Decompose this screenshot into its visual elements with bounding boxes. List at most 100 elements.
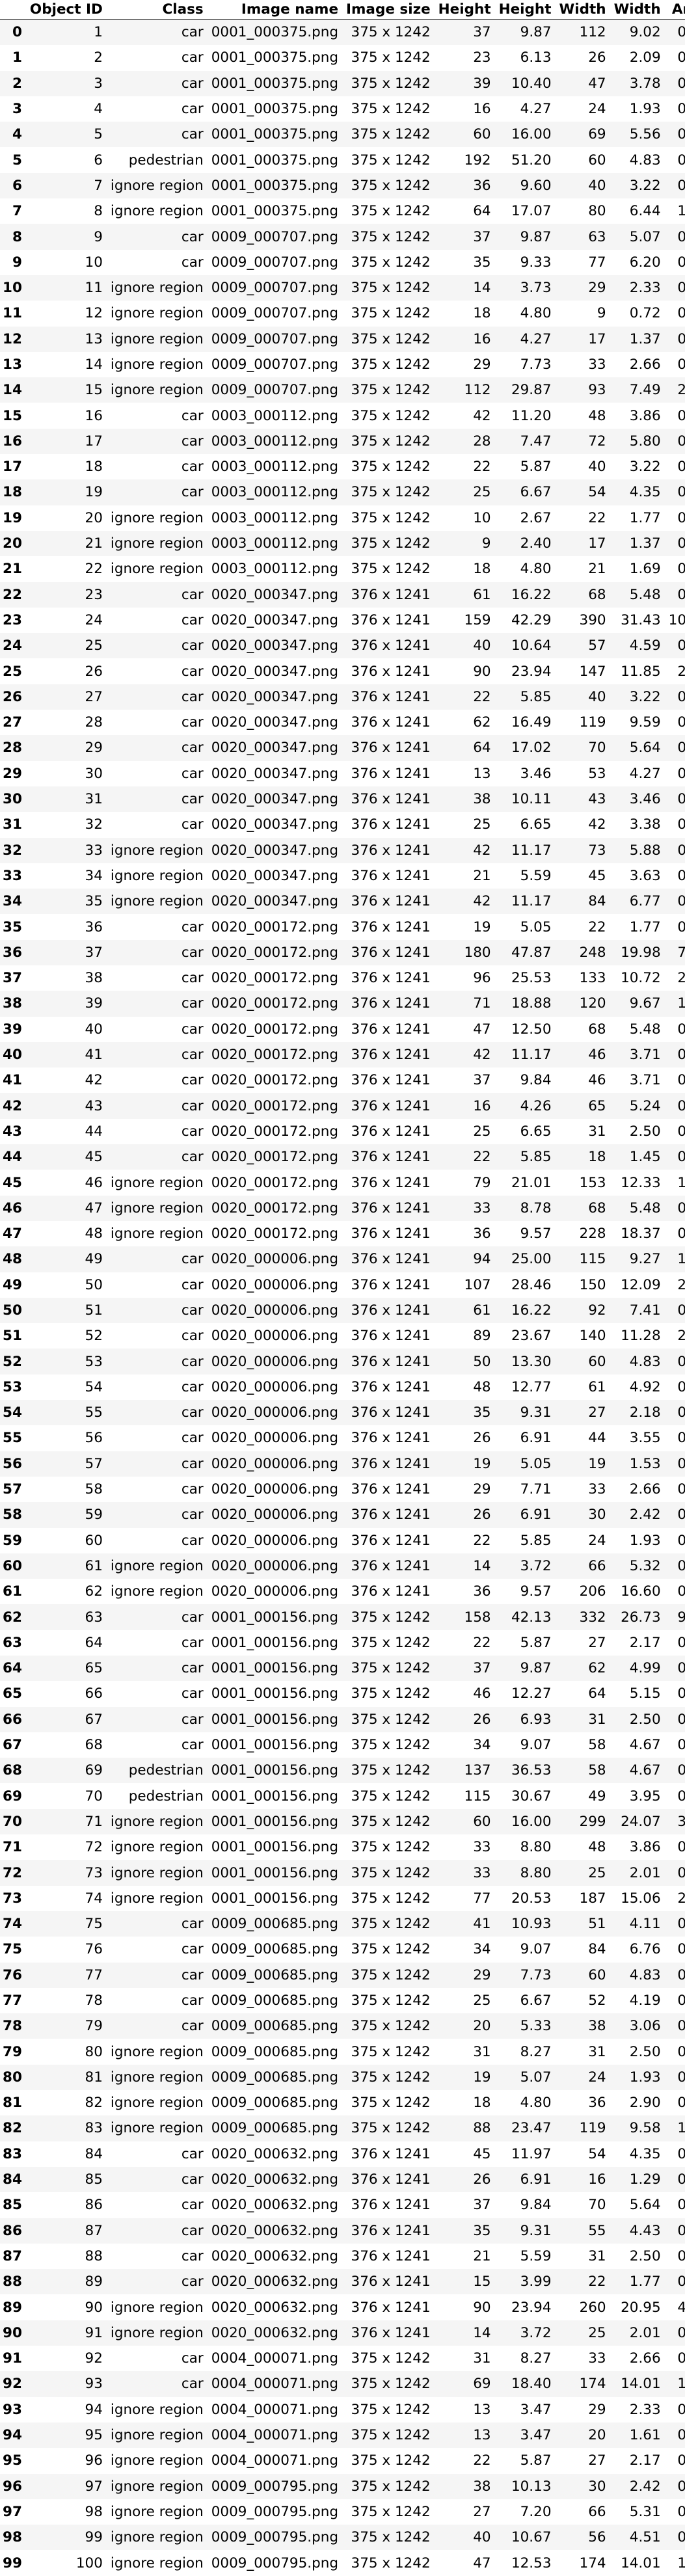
cell-width: 30: [588, 1507, 606, 1523]
cell-area: 0.36: [677, 1916, 685, 1933]
cell-image-name: 0020_000006.png: [211, 1583, 339, 1600]
cell-width-pct: 5.88: [629, 842, 661, 859]
cell-object-id: 8: [94, 203, 103, 220]
cell-height-pct: 23.47: [511, 2120, 552, 2137]
cell-height: 10: [473, 509, 491, 526]
cell-object-id: 88: [85, 2247, 103, 2264]
cell-image-size: 375 x 1242: [351, 2069, 431, 2086]
cell-area: 0.05: [677, 2171, 685, 2188]
cell-width-pct: 2.17: [629, 1634, 661, 1651]
cell-class: car: [181, 970, 204, 987]
cell-width: 40: [588, 177, 606, 194]
cell-area: 0.38: [677, 254, 685, 271]
cell-height-pct: 47.87: [511, 944, 552, 961]
cell-object-id: 11: [85, 280, 103, 297]
table-row: 64 65 car 0001_000156.png 375 x 1242 37 9.87 62…: [0, 1656, 685, 1682]
cell-class: pedestrian: [128, 1788, 204, 1805]
cell-width: 9: [597, 305, 606, 322]
cell-object-id: 63: [85, 1609, 103, 1626]
cell-image-size: 375 x 1242: [351, 459, 431, 476]
cell-width: 187: [579, 1890, 606, 1907]
cell-image-size: 376 x 1241: [351, 1328, 431, 1345]
cell-height: 29: [473, 1966, 491, 1983]
cell-object-id: 5: [94, 126, 103, 143]
cell-width-pct: 5.31: [629, 2503, 661, 2520]
cell-width-pct: 2.66: [629, 1481, 661, 1498]
row-index: 53: [3, 1378, 22, 1395]
cell-object-id: 32: [85, 816, 103, 833]
cell-image-size: 376 x 1241: [351, 1430, 431, 1447]
cell-width-pct: 6.77: [629, 893, 661, 910]
cell-image-size: 376 x 1241: [351, 867, 431, 884]
cell-area: 0.50: [677, 1353, 685, 1370]
cell-image-name: 0004_000071.png: [211, 2452, 339, 2469]
cell-height-pct: 5.05: [520, 1455, 552, 1472]
row-index: 79: [3, 2043, 22, 2060]
cell-class: car: [181, 791, 204, 808]
cell-area: 0.17: [677, 2350, 685, 2367]
cell-height: 9: [481, 535, 491, 552]
cell-class: ignore region: [110, 2503, 204, 2520]
cell-area: 0.32: [677, 1047, 685, 1064]
cell-object-id: 61: [85, 1557, 103, 1574]
cell-image-size: 375 x 1242: [351, 509, 431, 526]
cell-height: 48: [473, 1378, 491, 1395]
cell-height-pct: 3.72: [520, 1557, 552, 1574]
cell-image-size: 375 x 1242: [351, 330, 431, 347]
cell-height-pct: 2.40: [520, 535, 552, 552]
cell-height-pct: 6.67: [520, 1992, 552, 2009]
cell-width-pct: 1.69: [629, 561, 661, 578]
cell-width: 26: [588, 49, 606, 66]
row-index: 34: [3, 893, 22, 910]
cell-width-pct: 1.37: [629, 535, 661, 552]
cell-image-size: 376 x 1241: [351, 1072, 431, 1089]
table-row: 93 94 ignore region 0004_000071.png 375 x 12…: [0, 2397, 685, 2422]
cell-image-name: 0020_000006.png: [211, 1276, 339, 1293]
cell-area: 0.27: [677, 1966, 685, 1983]
table-row: 36 37 car 0020_000172.png 376 x 1241 180 47.87…: [0, 939, 685, 965]
cell-image-size: 376 x 1241: [351, 816, 431, 833]
cell-width-pct: 9.27: [629, 1251, 661, 1268]
cell-class: car: [181, 1711, 204, 1728]
table-row: 49 50 car 0020_000006.png 376 x 1241 107 28.46…: [0, 1272, 685, 1298]
cell-height: 61: [473, 586, 491, 603]
cell-object-id: 60: [85, 1532, 103, 1549]
cell-width: 33: [588, 356, 606, 373]
cell-width: 119: [579, 2120, 606, 2137]
cell-width: 27: [588, 1634, 606, 1651]
cell-height-pct: 8.80: [520, 1864, 552, 1881]
cell-class: car: [181, 459, 204, 476]
cell-height: 40: [473, 637, 491, 654]
cell-height: 107: [464, 1276, 491, 1293]
table-row: 58 59 car 0020_000006.png 376 x 1241 26 6.91 30…: [0, 1502, 685, 1528]
table-row: 95 96 ignore region 0004_000071.png 375 x 12…: [0, 2448, 685, 2473]
cell-class: ignore region: [110, 382, 204, 399]
cell-object-id: 31: [85, 791, 103, 808]
cell-class: ignore region: [110, 2299, 204, 2316]
cell-class: ignore region: [110, 2069, 204, 2086]
cell-height: 28: [473, 433, 491, 449]
cell-width-pct: 2.50: [629, 2043, 661, 2060]
table-row: 31 32 car 0020_000347.png 376 x 1241 25 6.65 42…: [0, 812, 685, 837]
cell-width: 47: [588, 75, 606, 92]
cell-height-pct: 4.27: [520, 101, 552, 118]
row-index: 44: [3, 1149, 22, 1166]
cell-width-pct: 12.33: [621, 1174, 661, 1191]
cell-height: 36: [473, 177, 491, 194]
cell-height-pct: 5.87: [520, 2452, 552, 2469]
cell-class: ignore region: [110, 2095, 204, 2112]
cell-image-name: 0020_000172.png: [211, 995, 339, 1012]
cell-width-pct: 2.50: [629, 1123, 661, 1140]
cell-height-pct: 9.60: [520, 177, 552, 194]
cell-class: car: [181, 1021, 204, 1038]
cell-area: 0.14: [677, 459, 685, 476]
cell-height: 60: [473, 126, 491, 143]
cell-class: car: [181, 228, 204, 245]
cell-height: 88: [473, 2120, 491, 2137]
cell-image-size: 376 x 1241: [351, 1149, 431, 1166]
cell-image-name: 0020_000347.png: [211, 867, 339, 884]
cell-object-id: 92: [85, 2350, 103, 2367]
cell-height-pct: 9.33: [520, 254, 552, 271]
cell-class: ignore region: [110, 1813, 204, 1830]
cell-height: 26: [473, 1430, 491, 1447]
